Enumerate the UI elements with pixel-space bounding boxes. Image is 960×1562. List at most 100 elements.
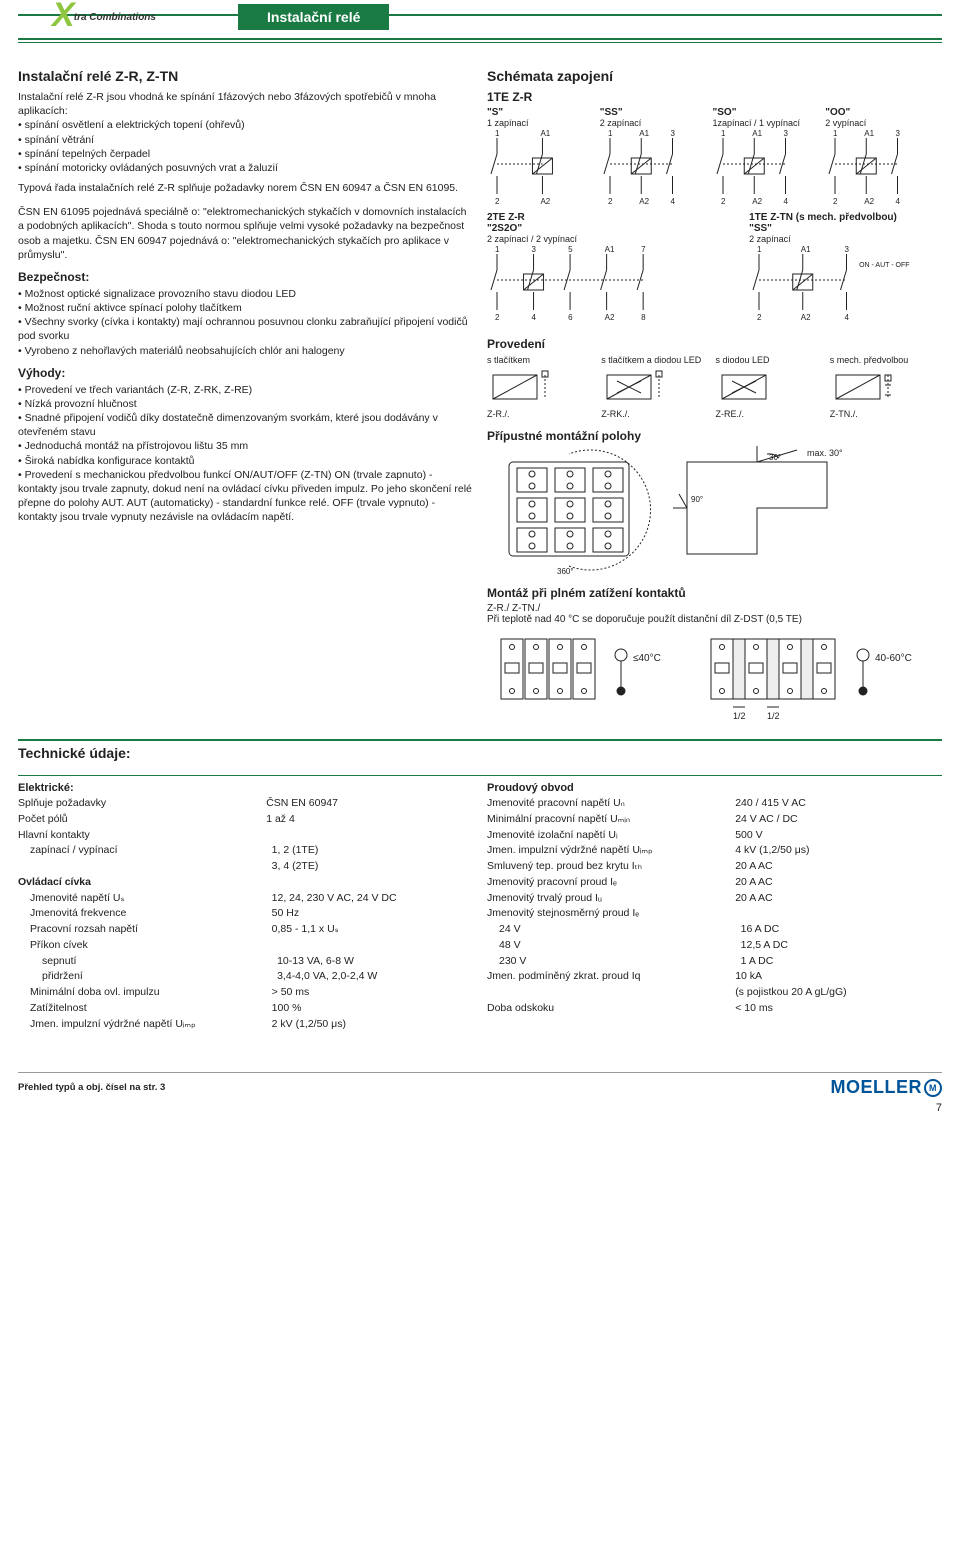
top-header: X tra Combinations Instalační relé (18, 0, 942, 60)
tech-row: Minimální doba ovl. impulzu> 50 ms (18, 985, 473, 1001)
svg-text:2: 2 (495, 313, 500, 322)
svg-text:2: 2 (495, 197, 500, 206)
tech-row: 48 V12,5 A DC (487, 938, 942, 954)
list-item: Možnost ruční aktivce spínací polohy tla… (18, 301, 473, 315)
montaz-note: Při teplotě nad 40 °C se doporučuje použ… (487, 614, 932, 625)
list-item: Jednoduchá montáž na přístrojovou lištu … (18, 439, 473, 453)
polohy-diagram: 360° 30° max. 30° 90° (487, 446, 932, 576)
page-number: 7 (18, 1102, 942, 1114)
schematic: "SO"1zapínací / 1 vypínací1A132A24 (713, 107, 820, 206)
svg-text:2: 2 (608, 197, 613, 206)
tech-row: Příkon cívek (18, 938, 473, 954)
header-title: Instalační relé (238, 4, 389, 30)
svg-text:1/2: 1/2 (733, 711, 746, 721)
svg-text:30°: 30° (769, 453, 781, 462)
logo: X tra Combinations (52, 0, 192, 34)
footer-ref: Přehled typů a obj. čísel na str. 3 (18, 1082, 165, 1093)
tech-row: Smluvený tep. proud bez krytu Iₜₕ20 A AC (487, 859, 942, 875)
svg-text:2: 2 (833, 197, 838, 206)
svg-text:4: 4 (896, 197, 901, 206)
tech-row: Zatížitelnost100 % (18, 1001, 473, 1017)
tech-left-head: Elektrické: (18, 782, 473, 794)
svg-text:A2: A2 (801, 313, 811, 322)
svg-text:3: 3 (896, 129, 901, 138)
polohy-title: Přípustné montážní polohy (487, 429, 932, 443)
schem-ztn-desc: 2 zapínací (749, 234, 932, 244)
tech-row: Jmenovitý trvalý proud Iᵤ20 A AC (487, 891, 942, 907)
svg-text:A1: A1 (540, 129, 550, 138)
left-column: Instalační relé Z-R, Z-TN Instalační rel… (18, 68, 473, 725)
svg-text:A2: A2 (639, 197, 649, 206)
prov-symbol (716, 369, 818, 407)
schematic-2te: 2TE Z-R "2S2O" 2 zapínací / 2 vypínací 1… (487, 212, 743, 329)
svg-text:2: 2 (757, 313, 762, 322)
montaz-sub: Z-R./ Z-TN./ (487, 603, 932, 614)
prov-code: Z-R./. (487, 409, 589, 419)
tech-row: Počet pólů1 až 4 (18, 812, 473, 828)
schematic: "OO"2 vypínací1A132A24 (825, 107, 932, 206)
schematic: "SS"2 zapínací1A132A24 (600, 107, 707, 206)
svg-text:1: 1 (833, 129, 838, 138)
svg-text:A1: A1 (639, 129, 649, 138)
list-item: Vyrobeno z nehořlavých materiálů neobsah… (18, 344, 473, 358)
tech-row: Minimální pracovní napětí Uₘᵢₙ24 V AC / … (487, 812, 942, 828)
tech-row: Jmenovitý pracovní proud Iₑ20 A AC (487, 875, 942, 891)
svg-text:3: 3 (845, 245, 850, 254)
para2-text: ČSN EN 61095 pojednává speciálně o: "ele… (18, 205, 473, 262)
tech-row: přidržení3,4-4,0 VA, 2,0-2,4 W (18, 969, 473, 985)
right-column: Schémata zapojení 1TE Z-R "S"1 zapínací1… (487, 68, 932, 725)
list-item: Všechny svorky (cívka i kontakty) mají o… (18, 315, 473, 343)
prov-symbol (830, 369, 932, 407)
schematic-row-1: "S"1 zapínací1A12A2"SS"2 zapínací1A132A2… (487, 107, 932, 206)
tech-row: sepnutí10-13 VA, 6-8 W (18, 954, 473, 970)
svg-text:1: 1 (608, 129, 613, 138)
prov-code: Z-RK./. (601, 409, 703, 419)
prov-label: s tlačítkem (487, 355, 589, 365)
schem-2te-title: 2TE Z-R (487, 212, 743, 223)
tech-row: Jmenovité pracovní napětí Uₙ240 / 415 V … (487, 796, 942, 812)
svg-text:A2: A2 (605, 313, 615, 322)
svg-text:4: 4 (845, 313, 850, 322)
tech-row: Jmen. podmíněný zkrat. proud Iq10 kA (487, 969, 942, 985)
svg-text:90°: 90° (691, 495, 703, 504)
list-item: Možnost optické signalizace provozního s… (18, 287, 473, 301)
list-item: Snadné připojení vodičů díky dostatečně … (18, 411, 473, 439)
main-title: Instalační relé Z-R, Z-TN (18, 68, 473, 84)
tech-row: Jmenovité izolační napětí Uᵢ500 V (487, 828, 942, 844)
svg-text:40-60°C: 40-60°C (875, 653, 912, 664)
schem-ztn-title: 1TE Z-TN (s mech. předvolbou) (749, 212, 932, 223)
tech-row: Ovládací cívka (18, 875, 473, 891)
montaz-title: Montáž při plném zatížení kontaktů (487, 586, 932, 600)
tech-row: Pracovní rozsah napětí0,85 - 1,1 x Uₛ (18, 922, 473, 938)
svg-text:6: 6 (568, 313, 573, 322)
svg-text:A1: A1 (605, 245, 615, 254)
tech-title: Technické údaje: (18, 745, 942, 761)
tech-row: Jmenovitý stejnosměrný proud Iₑ (487, 906, 942, 922)
svg-text:5: 5 (568, 245, 573, 254)
tech-right-head: Proudový obvod (487, 782, 942, 794)
prov-label: s diodou LED (716, 355, 818, 365)
svg-text:1: 1 (757, 245, 762, 254)
prov-code: Z-RE./. (716, 409, 818, 419)
svg-text:3: 3 (783, 129, 788, 138)
list-item: Provedení s mechanickou předvolbou funkc… (18, 468, 473, 525)
svg-text:3: 3 (532, 245, 537, 254)
provedeni-labels: s tlačítkems tlačítkem a diodou LEDs dio… (487, 355, 932, 365)
bezp-bullets: Možnost optické signalizace provozního s… (18, 287, 473, 358)
tech-row: 230 V1 A DC (487, 954, 942, 970)
svg-text:A2: A2 (540, 197, 550, 206)
svg-text:≤40°C: ≤40°C (633, 653, 661, 664)
svg-text:max. 30°: max. 30° (807, 448, 843, 458)
tech-row: 3, 4 (2TE) (18, 859, 473, 875)
svg-text:A2: A2 (752, 197, 762, 206)
svg-text:1: 1 (495, 129, 500, 138)
svg-text:8: 8 (641, 313, 646, 322)
provedeni-symbols (487, 369, 932, 407)
tech-row: Hlavní kontakty (18, 828, 473, 844)
schemata-title: Schémata zapojení (487, 68, 932, 84)
provedeni-codes: Z-R./.Z-RK./.Z-RE./.Z-TN./. (487, 409, 932, 419)
svg-text:4: 4 (670, 197, 675, 206)
tech-row: Jmenovité napětí Uₛ12, 24, 230 V AC, 24 … (18, 891, 473, 907)
svg-text:1: 1 (495, 245, 500, 254)
list-item: Široká nabídka konfigurace kontaktů (18, 454, 473, 468)
